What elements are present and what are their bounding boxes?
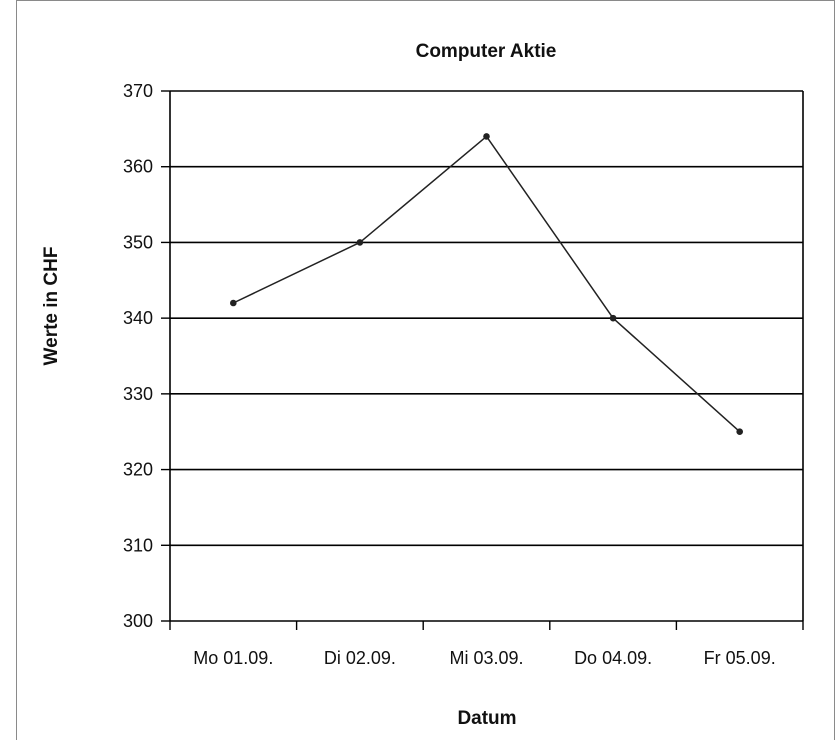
axes bbox=[161, 90, 804, 630]
y-tick-labels: 300 310 320 330 340 350 360 370 bbox=[123, 81, 153, 631]
y-tick-label-320: 320 bbox=[123, 460, 153, 480]
x-axis-title: Datum bbox=[457, 708, 516, 729]
x-tick-label-5: Fr 05.09. bbox=[704, 648, 776, 668]
y-tick-label-300: 300 bbox=[123, 611, 153, 631]
x-tick-labels: Mo 01.09. Di 02.09. Mi 03.09. Do 04.09. Fr 0… bbox=[193, 648, 775, 668]
y-tick-label-330: 330 bbox=[123, 384, 153, 404]
x-tick-label-4: Do 04.09. bbox=[574, 648, 652, 668]
series-line-1 bbox=[232, 135, 741, 433]
data-point-di-02-09 bbox=[356, 239, 364, 246]
line-chart: Computer Aktie 300310320330340350360370 … bbox=[41, 41, 804, 729]
chart-frame: Computer Aktie 300 310 320 330 340 350 360 370 … bbox=[16, 0, 835, 740]
x-tick-label-3: Mi 03.09. bbox=[449, 648, 523, 668]
x-tick-label-2: Di 02.09. bbox=[324, 648, 396, 668]
y-tick-label-340: 340 bbox=[123, 308, 153, 328]
data-point-mo-01-09 bbox=[230, 299, 237, 307]
data-point-do-04-09 bbox=[609, 314, 617, 322]
gridlines bbox=[170, 90, 803, 547]
y-axis-title: Werte in CHF bbox=[41, 247, 62, 366]
data-point-mi-03-09 bbox=[483, 133, 490, 140]
y-tick-label-310: 310 bbox=[123, 535, 153, 555]
y-tick-label-350: 350 bbox=[123, 232, 153, 252]
x-tick-label-1: Mo 01.09. bbox=[193, 648, 273, 668]
series-layer bbox=[230, 133, 743, 436]
data-point-fr-05-09 bbox=[736, 428, 743, 436]
chart-title: Computer Aktie bbox=[416, 41, 557, 62]
y-tick-label-370: 370 bbox=[123, 81, 153, 101]
y-tick-label-360: 360 bbox=[123, 157, 153, 177]
